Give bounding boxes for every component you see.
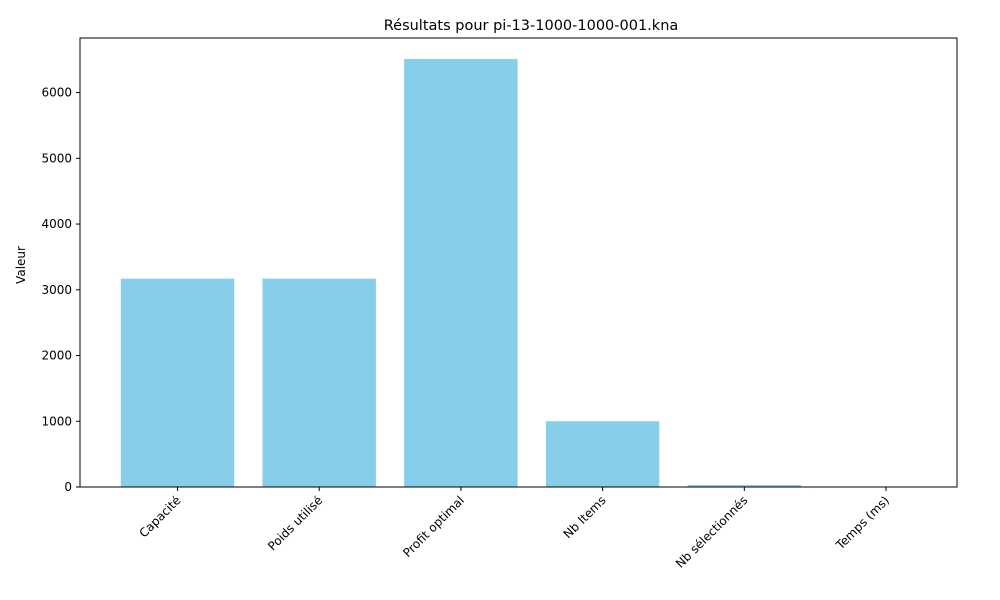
- x-tick-label: Capacité: [136, 493, 183, 540]
- y-tick-label: 0: [64, 480, 72, 494]
- x-axis-ticks: Capacité Poids utilisé Profit optimal Nb It…: [136, 487, 892, 571]
- y-tick-label: 2000: [41, 349, 72, 363]
- y-tick-label: 3000: [41, 283, 72, 297]
- y-axis-label: Valeur: [14, 246, 28, 284]
- x-tick-label: Nb sélectionnés: [673, 493, 750, 570]
- plot-frame: [79, 37, 958, 488]
- y-tick-label: 1000: [41, 414, 72, 428]
- chart-title: Résultats pour pi-13-1000-1000-001.kna: [384, 18, 679, 34]
- bar-3: [545, 421, 660, 487]
- x-tick-label: Nb Items: [561, 493, 609, 541]
- y-axis-ticks: 0 1000 2000 3000 4000 5000 6000: [41, 86, 80, 494]
- x-tick-label: Profit optimal: [400, 493, 467, 560]
- bars-group: [120, 59, 943, 488]
- x-tick-label: Poids utilisé: [265, 493, 325, 553]
- x-tick-label: Temps (ms): [832, 493, 892, 553]
- y-tick-label: 6000: [41, 86, 72, 100]
- bar-4: [687, 485, 801, 487]
- y-tick-label: 4000: [41, 217, 72, 231]
- bar-2: [404, 59, 518, 488]
- y-tick-label: 5000: [41, 151, 72, 165]
- bar-0: [120, 278, 235, 487]
- bar-1: [262, 278, 376, 487]
